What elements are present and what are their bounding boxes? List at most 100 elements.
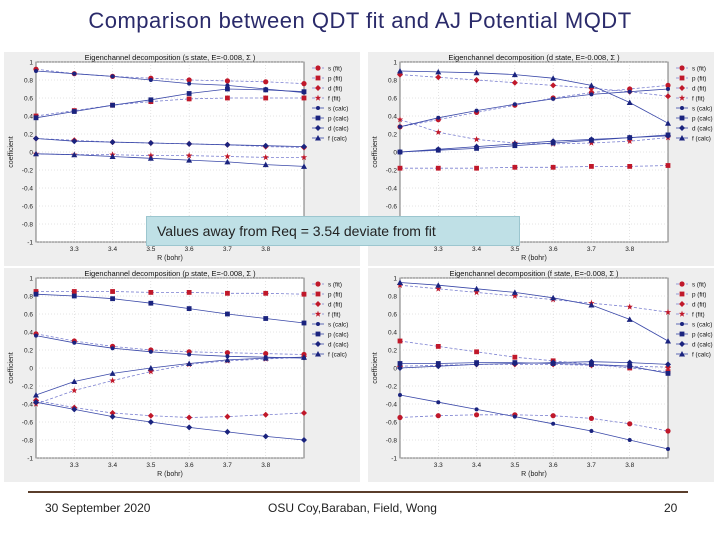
legend-marker <box>314 94 322 101</box>
series-d-calc <box>33 399 307 443</box>
x-tick-label: 3.6 <box>549 246 558 253</box>
series-line <box>35 333 305 355</box>
data-point <box>550 413 556 419</box>
data-point <box>33 115 39 121</box>
chart-title: Eigenchannel decomposition (d state, E=-… <box>448 53 620 62</box>
series-line <box>399 119 669 145</box>
data-point <box>626 303 633 310</box>
y-axis-label: coefficient <box>372 136 379 167</box>
series-f-calc <box>397 279 671 344</box>
data-point <box>665 120 671 126</box>
legend-marker <box>315 135 321 141</box>
footer-date: 30 September 2020 <box>45 501 151 515</box>
data-point <box>224 153 231 160</box>
x-tick-label: 3.5 <box>146 462 155 469</box>
x-tick-label: 3.8 <box>261 462 270 469</box>
data-point <box>512 414 517 419</box>
y-tick-label: 1 <box>393 60 397 67</box>
series-line <box>35 70 305 93</box>
x-axis-label: R (bohr) <box>157 255 183 262</box>
x-tick-label: 3.8 <box>261 246 270 253</box>
data-point <box>665 338 671 344</box>
data-point <box>473 69 480 76</box>
legend-marker <box>314 310 322 317</box>
legend-label: p (fit) <box>692 75 706 82</box>
chart-title: Eigenchannel decomposition (f state, E=-… <box>449 269 619 278</box>
legend-label: s (fit) <box>328 281 342 288</box>
data-point <box>512 102 517 107</box>
data-point <box>473 412 480 418</box>
data-point <box>435 344 441 349</box>
data-point <box>224 413 231 420</box>
data-point <box>33 150 39 157</box>
data-point <box>550 294 557 301</box>
data-point <box>397 338 403 344</box>
y-tick-label: -0.4 <box>22 402 34 409</box>
data-point <box>225 354 230 359</box>
data-point <box>665 371 671 376</box>
data-point <box>72 340 77 345</box>
legend-label: p (fit) <box>692 291 706 298</box>
x-tick-label: 3.7 <box>223 246 232 253</box>
data-point <box>71 109 77 114</box>
legend-marker <box>679 291 685 297</box>
y-tick-label: 0.8 <box>24 78 33 85</box>
data-point <box>511 360 518 367</box>
y-tick-label: 0.8 <box>388 294 397 301</box>
legend-marker <box>679 281 685 287</box>
legend-label: f (calc) <box>328 135 347 142</box>
legend-label: d (fit) <box>692 301 706 308</box>
x-tick-label: 3.5 <box>510 462 519 469</box>
legend-label: d (fit) <box>692 85 706 92</box>
slide-title: Comparison between QDT fit and AJ Potent… <box>88 8 632 33</box>
data-point <box>109 413 116 420</box>
data-point <box>588 82 595 88</box>
legend-label: s (calc) <box>328 105 348 112</box>
data-point <box>397 68 403 74</box>
series-line <box>35 138 305 147</box>
x-tick-label: 3.6 <box>185 246 194 253</box>
series-line <box>35 356 305 396</box>
plot-area <box>35 277 305 459</box>
data-point <box>301 143 307 150</box>
data-point <box>301 437 307 443</box>
data-point <box>186 77 192 83</box>
series-line <box>399 340 669 372</box>
data-point <box>626 316 633 322</box>
legend-marker <box>679 351 685 357</box>
y-tick-label: 0.8 <box>24 294 33 301</box>
data-point <box>511 71 518 78</box>
y-tick-label: 0.2 <box>388 132 397 139</box>
data-point <box>551 96 556 101</box>
series-line <box>35 88 305 119</box>
legend-marker <box>315 115 321 121</box>
y-tick-label: -0.2 <box>22 384 34 391</box>
data-point <box>34 69 38 73</box>
data-point <box>262 411 269 418</box>
legend-marker <box>679 65 685 71</box>
legend-marker <box>678 94 686 101</box>
data-point <box>262 161 269 168</box>
data-point <box>33 135 39 142</box>
data-point <box>396 116 404 123</box>
series-p-calc <box>33 291 307 326</box>
data-point <box>665 82 671 88</box>
data-point <box>666 87 670 91</box>
y-tick-label: 1 <box>29 276 33 283</box>
legend-marker <box>315 75 321 81</box>
data-point <box>263 95 269 101</box>
data-point <box>397 361 403 366</box>
data-point <box>665 428 671 434</box>
y-tick-label: -0.8 <box>22 222 34 229</box>
data-point <box>588 136 595 143</box>
data-point <box>110 102 115 108</box>
data-point <box>664 308 672 315</box>
data-point <box>589 429 594 433</box>
data-point <box>301 89 307 95</box>
data-point <box>33 289 39 294</box>
x-tick-label: 3.4 <box>108 246 117 253</box>
data-point <box>301 95 307 101</box>
series-line <box>399 282 669 342</box>
x-tick-label: 3.6 <box>185 462 194 469</box>
data-point <box>224 428 231 435</box>
